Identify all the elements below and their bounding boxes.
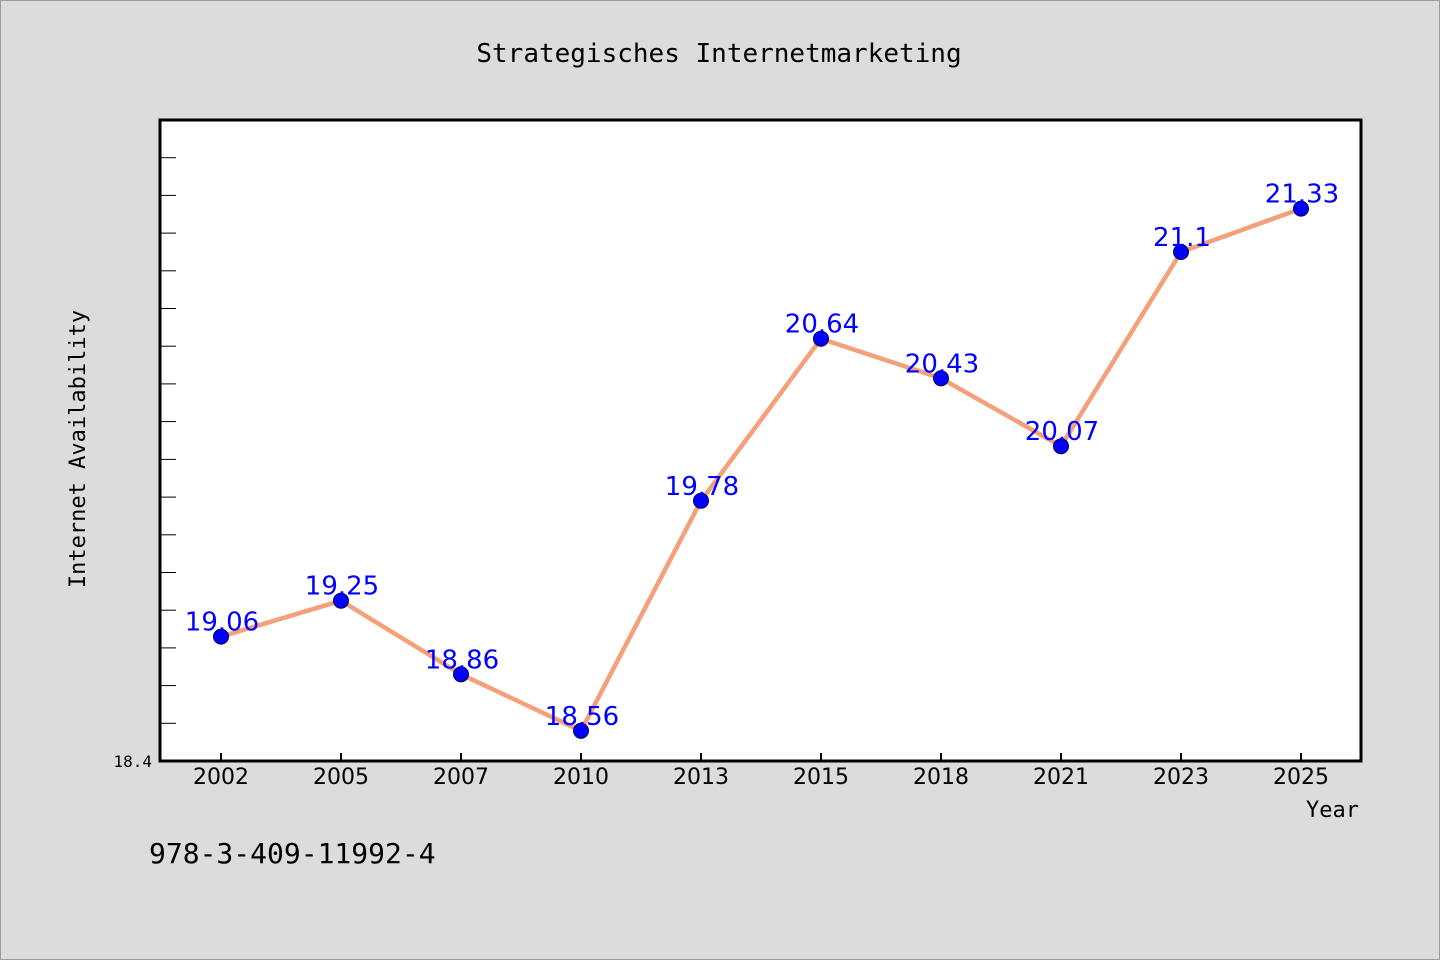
data-point xyxy=(453,666,469,683)
plot-area xyxy=(158,118,1363,763)
data-label: 21.1 xyxy=(1153,223,1211,253)
series-line xyxy=(218,206,1304,734)
data-label: 19.78 xyxy=(665,472,739,502)
data-labels: 19.06 19.25 18.86 18.56 19.78 20.64 20.43 20.07… xyxy=(185,180,1339,732)
data-label: 21.33 xyxy=(1265,180,1339,210)
data-point xyxy=(813,330,829,347)
data-label: 20.07 xyxy=(1025,417,1099,447)
x-tick-label: 2002 xyxy=(193,765,249,790)
data-label: 18.86 xyxy=(425,645,499,675)
data-label: 20.43 xyxy=(905,349,979,379)
chart-title: Strategisches Internetmarketing xyxy=(476,39,961,69)
data-point xyxy=(1053,438,1069,455)
isbn-text: 978-3-409-11992-4 xyxy=(149,837,436,870)
x-tick-label: 2023 xyxy=(1153,765,1209,790)
x-tick-label: 2007 xyxy=(433,765,489,790)
data-point xyxy=(1293,200,1309,217)
x-tick-label: 2021 xyxy=(1033,765,1089,790)
data-label: 19.06 xyxy=(185,608,259,638)
data-point xyxy=(933,370,949,387)
x-tick-label: 2005 xyxy=(313,765,369,790)
data-label: 19.25 xyxy=(305,572,379,602)
data-point xyxy=(1173,244,1189,260)
x-tick-label: 2025 xyxy=(1273,765,1329,790)
data-label: 18.56 xyxy=(545,702,619,732)
data-point xyxy=(213,628,229,645)
y-axis-ticks xyxy=(160,119,176,762)
data-point xyxy=(573,722,589,739)
y-axis-label: Internet Availability xyxy=(66,310,91,588)
series-markers xyxy=(213,200,1309,739)
x-tick-label: 2018 xyxy=(913,765,969,790)
data-point xyxy=(333,592,349,609)
data-label: 20.64 xyxy=(785,310,859,340)
x-tick-label: 2015 xyxy=(793,765,849,790)
x-axis-tick-labels: 2002 2005 2007 2010 2013 2015 2018 2021 2023 2025 xyxy=(193,765,1329,790)
x-tick-label: 2010 xyxy=(553,765,609,790)
y-tick-label: 18.4 xyxy=(113,752,152,771)
x-tick-label: 2013 xyxy=(673,765,729,790)
x-axis-ticks xyxy=(220,753,1302,761)
x-axis-label: Year xyxy=(1306,798,1359,823)
data-point xyxy=(693,492,709,509)
